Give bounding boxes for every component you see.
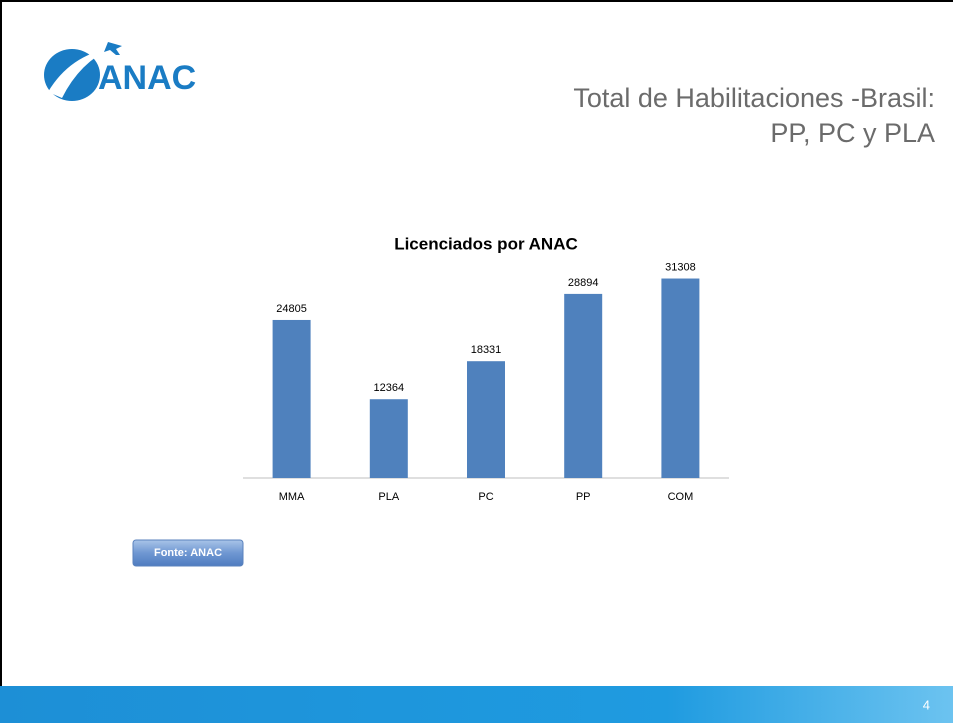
bar	[272, 319, 311, 478]
data-label: 28894	[568, 277, 599, 289]
footer-bar	[0, 686, 953, 723]
logo-swoosh	[48, 48, 112, 98]
bar	[369, 399, 408, 478]
bar	[564, 293, 603, 478]
x-tick-label: COM	[668, 491, 694, 503]
data-label: 24805	[276, 303, 307, 315]
data-label: 18331	[471, 344, 502, 356]
page-number: 4	[923, 697, 930, 712]
bar	[467, 361, 505, 478]
slide-title: PP, PC y PLA	[770, 118, 935, 148]
x-tick-label: PP	[576, 491, 591, 503]
source-text: Fonte: ANAC	[154, 547, 222, 559]
data-label: 12364	[374, 382, 405, 394]
logo-text: ANAC	[98, 59, 196, 97]
x-tick-label: MMA	[279, 491, 305, 503]
logo: ANAC	[44, 42, 196, 101]
x-tick-label: PLA	[378, 491, 399, 503]
logo-plane	[104, 42, 122, 55]
source-button	[132, 539, 244, 567]
slide-title: Total de Habilitaciones -Brasil:	[573, 83, 935, 113]
chart-title: Licenciados por ANAC	[394, 234, 578, 253]
data-label: 31308	[665, 261, 696, 273]
bar	[661, 278, 700, 478]
x-tick-label: PC	[478, 491, 493, 503]
